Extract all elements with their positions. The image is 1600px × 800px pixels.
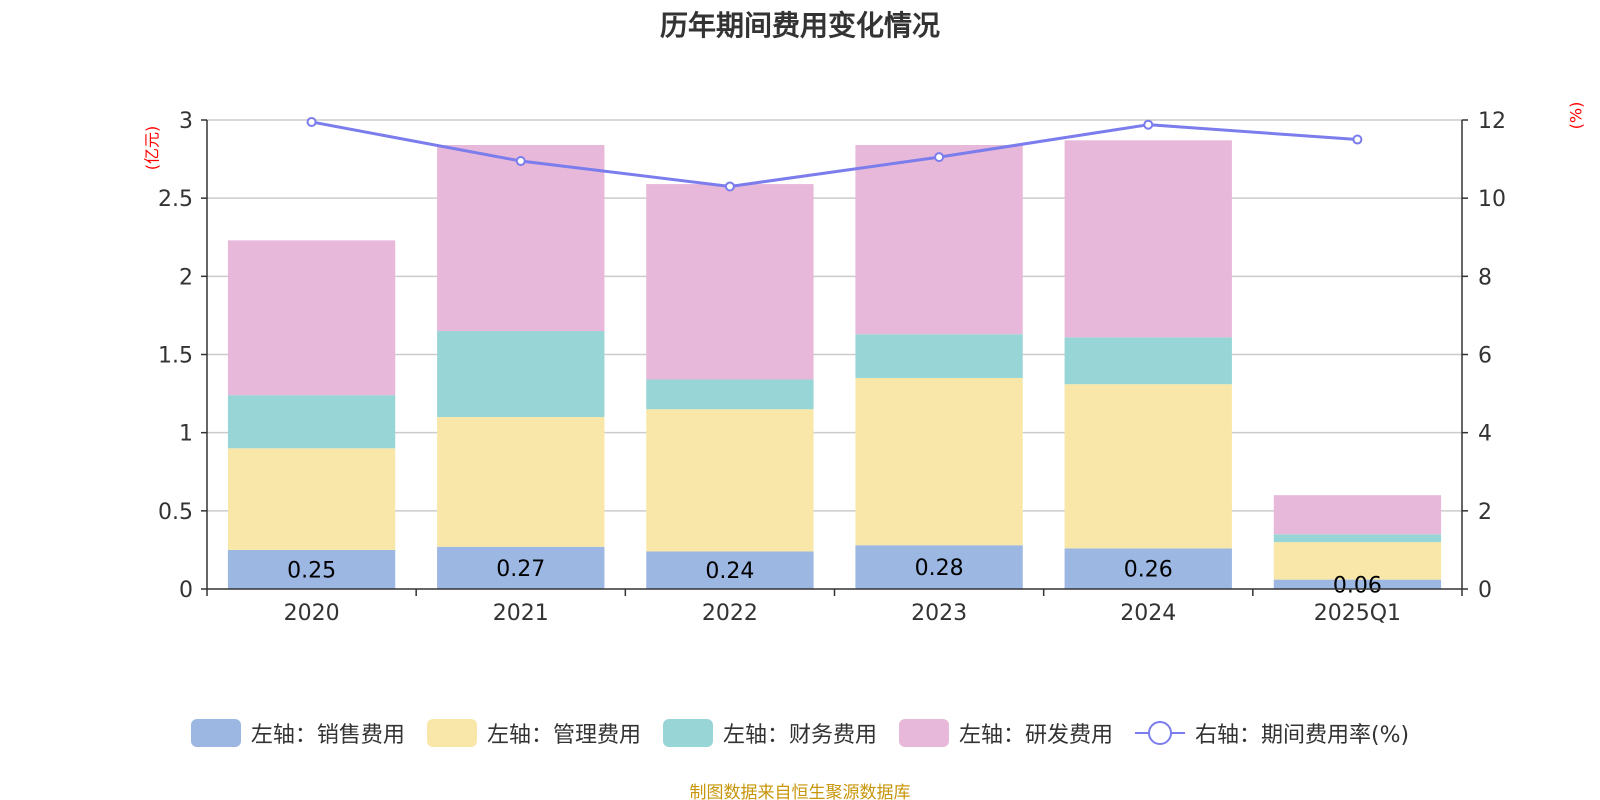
bar-segment-rd [1273, 495, 1442, 535]
left-axis-tick-label: 2.5 [158, 187, 193, 212]
legend-label-sales: 左轴：销售费用 [250, 723, 405, 748]
right-axis-tick-label: 10 [1478, 187, 1506, 212]
x-axis-tick-label: 2020 [284, 601, 340, 626]
bar-segment-sales [227, 549, 396, 589]
legend-swatch-finance [662, 719, 713, 747]
legend-item-rd[interactable]: 左轴：研发费用 [898, 717, 1113, 749]
x-axis-tick-label: 2022 [702, 601, 758, 626]
chart-plot: 0 0.5 1 1.5 2 2.5 3 0 2 4 6 8 10 12 0.25 0.27 0.24 0.28 0.… [158, 109, 1506, 626]
bar-segment-sales [1273, 579, 1442, 589]
bar-segment-admin [1273, 542, 1442, 580]
bar-segment-admin [855, 377, 1023, 546]
left-axis-tick-label: 2 [179, 265, 193, 290]
legend-label-expense-rate: 右轴：期间费用率(%) [1194, 723, 1410, 748]
bar-segment-finance [646, 379, 814, 410]
bar-segment-rd [437, 145, 605, 332]
bar-segment-admin [1064, 384, 1232, 549]
expense-rate-point [934, 152, 945, 163]
right-axis-tick-label: 12 [1478, 109, 1506, 134]
legend-item-finance[interactable]: 左轴：财务费用 [662, 717, 877, 749]
bar-segment-rd [646, 184, 814, 380]
bar-segment-sales [437, 546, 605, 589]
legend-label-finance: 左轴：财务费用 [722, 723, 877, 748]
bar-segment-sales [855, 545, 1023, 589]
bar-segment-sales [1064, 548, 1232, 589]
left-axis-tick-label: 0 [179, 578, 193, 603]
bar-data-label: 0.25 [287, 558, 336, 583]
bar-data-label: 0.26 [1124, 558, 1173, 583]
bar-segment-finance [1273, 534, 1442, 543]
bar-segment-rd [1064, 140, 1232, 338]
right-axis-tick-label: 2 [1478, 500, 1492, 525]
x-axis-tick-label: 2024 [1120, 601, 1176, 626]
legend-item-expense-rate[interactable]: 右轴：期间费用率(%) [1134, 717, 1410, 749]
bar-data-label: 0.24 [705, 559, 754, 584]
expense-rate-point [724, 181, 735, 192]
legend: 左轴：销售费用 左轴：管理费用 左轴：财务费用 左轴：研发费用 右轴：期间费用率… [0, 717, 1600, 749]
legend-swatch-sales [190, 719, 241, 747]
bar-data-label: 0.28 [915, 556, 964, 581]
right-axis-tick-label: 6 [1478, 344, 1492, 369]
expense-rate-line [311, 120, 1358, 188]
bar-segment-finance [437, 331, 605, 418]
right-axis-tick-label: 4 [1478, 422, 1492, 447]
bar-segment-admin [437, 417, 605, 547]
right-axis-tick-label: 8 [1478, 265, 1492, 290]
legend-line-marker-icon [1134, 719, 1185, 747]
legend-swatch-admin [426, 719, 477, 747]
bar-segment-admin [646, 409, 814, 552]
bar-segment-rd [227, 240, 396, 396]
legend-label-rd: 左轴：研发费用 [958, 723, 1113, 748]
bar-segment-finance [227, 395, 396, 449]
bar-segment-rd [855, 145, 1023, 335]
expense-rate-point [306, 116, 317, 127]
left-axis-tick-label: 3 [179, 109, 193, 134]
bar-data-label: 0.06 [1333, 573, 1382, 598]
x-axis-tick-label: 2025Q1 [1314, 601, 1401, 626]
x-axis-tick-label: 2021 [493, 601, 549, 626]
left-axis-tick-label: 0.5 [158, 500, 193, 525]
expense-rate-point [1143, 119, 1154, 130]
expense-rate-point [1352, 134, 1363, 145]
right-axis-tick-label: 0 [1478, 578, 1492, 603]
expense-rate-point [515, 156, 526, 167]
data-source-note: 制图数据来自恒生聚源数据库 [689, 783, 911, 800]
legend-item-sales[interactable]: 左轴：销售费用 [190, 717, 405, 749]
bar-segment-admin [227, 448, 396, 550]
legend-swatch-rd [898, 719, 949, 747]
bar-data-label: 0.27 [496, 557, 545, 582]
left-axis-tick-label: 1 [179, 422, 193, 447]
bar-segment-finance [1064, 337, 1232, 385]
bar-segment-finance [855, 334, 1023, 378]
x-axis-tick-label: 2023 [911, 601, 967, 626]
left-axis-tick-label: 1.5 [158, 344, 193, 369]
bar-segment-sales [646, 551, 814, 589]
legend-label-admin: 左轴：管理费用 [486, 723, 641, 748]
chart-title: 历年期间费用变化情况 [659, 9, 940, 42]
legend-item-admin[interactable]: 左轴：管理费用 [426, 717, 641, 749]
